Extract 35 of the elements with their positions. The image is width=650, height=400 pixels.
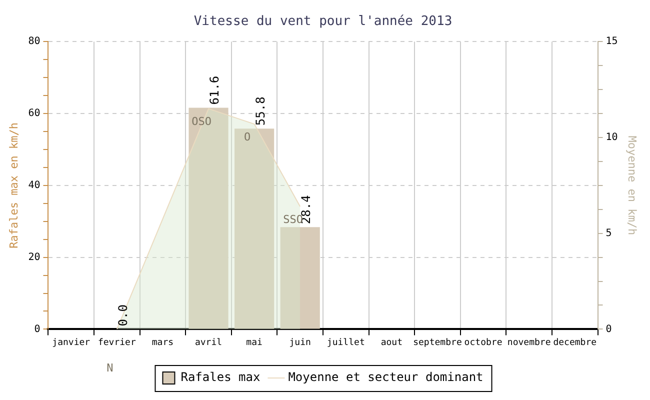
chart-title: Vitesse du vent pour l'année 2013 xyxy=(194,14,452,30)
data-label: 61.6 xyxy=(208,76,222,105)
x-tick-label: octobre xyxy=(464,338,502,348)
y2-tick-label: 5 xyxy=(606,228,612,239)
y-axis-title: Rafales max en km/h xyxy=(7,122,20,248)
data-label: 55.8 xyxy=(253,96,268,126)
y2-tick-label: 0 xyxy=(606,324,612,335)
x-tick-label: juin xyxy=(289,338,311,348)
x-tick-label: fevrier xyxy=(98,338,136,348)
y2-tick-label: 15 xyxy=(606,36,618,48)
y2-tick-label: 10 xyxy=(606,132,618,144)
y-tick-label: 60 xyxy=(28,108,40,120)
y-tick-label: 20 xyxy=(28,252,40,263)
bar xyxy=(188,108,228,329)
y-tick-label: 80 xyxy=(28,36,40,48)
legend-label: Rafales max xyxy=(180,370,260,384)
x-tick-label: decembre xyxy=(553,338,597,348)
x-tick-label: janvier xyxy=(52,338,91,348)
x-tick-label: aout xyxy=(380,338,403,348)
x-tick-label: mai xyxy=(246,338,262,348)
x-tick-label: juillet xyxy=(326,338,365,348)
y-tick-label: 0 xyxy=(34,324,40,335)
bar xyxy=(234,128,274,329)
x-tick-label: septembre xyxy=(413,338,462,348)
legend-label: Moyenne et secteur dominant xyxy=(288,370,484,384)
bar xyxy=(280,227,320,329)
x-tick-label: novembre xyxy=(507,338,551,348)
x-tick-label: mars xyxy=(152,338,174,348)
data-label: 0.0 xyxy=(116,304,130,326)
data-label: N xyxy=(106,361,114,374)
x-tick-label: avril xyxy=(194,338,222,348)
y-tick-label: 40 xyxy=(28,180,40,191)
data-label: OSO xyxy=(192,115,212,128)
y2-axis-title: Moyenne en km/h xyxy=(626,136,639,236)
data-label: O xyxy=(244,130,251,144)
